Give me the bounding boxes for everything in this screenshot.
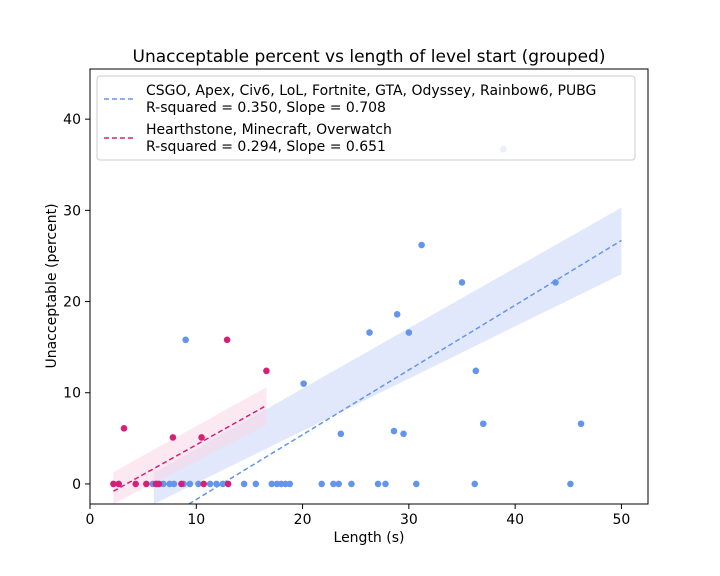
data-point-group-1 <box>252 480 260 488</box>
data-point-group-1 <box>400 430 407 438</box>
data-point-group-1 <box>552 279 559 286</box>
y-tick-label: 20 <box>63 295 81 311</box>
x-tick-label: 40 <box>506 512 524 528</box>
data-point-group-1 <box>195 480 202 488</box>
data-point-group-1 <box>374 480 382 488</box>
legend-label-group-1: CSGO, Apex, Civ6, LoL, Fortnite, GTA, Od… <box>146 83 596 99</box>
regression-lines <box>113 239 622 505</box>
x-tick-label: 20 <box>294 512 312 528</box>
data-point-group-1 <box>366 329 373 336</box>
data-point-group-1 <box>567 480 574 488</box>
y-tick-label: 40 <box>63 112 81 128</box>
data-point-group-1 <box>186 480 194 488</box>
data-point-group-1 <box>418 241 425 249</box>
data-point-group-2 <box>155 480 163 488</box>
data-point-group-1 <box>471 480 479 488</box>
confidence-band-group-2 <box>113 387 267 504</box>
y-tick-label: 30 <box>63 203 81 219</box>
legend-label-group-2: Hearthstone, Minecraft, Overwatch <box>146 122 392 138</box>
data-point-group-1 <box>318 480 326 488</box>
data-point-group-2 <box>115 480 122 488</box>
data-point-group-1 <box>335 480 343 488</box>
data-point-group-1 <box>577 420 585 428</box>
data-point-group-1 <box>458 279 466 286</box>
fit-line-group-1 <box>188 239 622 505</box>
data-point-group-1 <box>479 420 487 428</box>
data-point-group-2 <box>120 425 128 432</box>
data-point-group-1 <box>170 480 178 488</box>
data-point-group-1 <box>382 480 389 488</box>
data-point-group-1 <box>240 480 248 488</box>
legend: CSGO, Apex, Civ6, LoL, Fortnite, GTA, Od… <box>96 75 636 161</box>
legend-box <box>96 75 636 161</box>
data-point-group-2 <box>110 480 117 488</box>
data-point-group-1 <box>472 367 480 375</box>
x-axis-ticks: 0 10 20 30 40 50 <box>86 504 631 528</box>
data-point-group-1 <box>348 480 355 488</box>
data-points <box>110 145 585 488</box>
data-point-group-2 <box>169 434 177 441</box>
data-point-group-2 <box>198 434 205 441</box>
x-axis-label: Length (s) <box>334 530 405 546</box>
legend-stats-group-1: R-squared = 0.350, Slope = 0.708 <box>146 100 386 116</box>
x-tick-label: 30 <box>400 512 418 528</box>
confidence-bands <box>113 207 622 505</box>
y-axis-label: Unacceptable (percent) <box>44 203 60 368</box>
data-point-group-2 <box>178 480 185 488</box>
data-point-group-1 <box>268 480 276 488</box>
data-point-group-1 <box>182 336 189 344</box>
data-point-group-1 <box>390 427 398 435</box>
data-point-group-2 <box>224 480 232 488</box>
data-point-group-1 <box>286 480 294 488</box>
data-point-group-2 <box>223 336 231 344</box>
plot-area-frame <box>89 68 649 505</box>
fit-line-group-2 <box>113 404 267 492</box>
legend-stats-group-2: R-squared = 0.294, Slope = 0.651 <box>146 139 386 155</box>
data-point-group-1 <box>337 430 345 438</box>
chart-title: Unacceptable percent vs length of level … <box>133 47 606 67</box>
data-point-group-1 <box>219 480 227 488</box>
data-point-group-1 <box>206 480 214 488</box>
data-point-group-1 <box>213 480 220 488</box>
y-axis-ticks: 0 10 20 30 40 <box>63 112 90 493</box>
y-tick-label: 10 <box>63 386 81 402</box>
data-point-group-2 <box>263 367 270 375</box>
x-tick-label: 50 <box>613 512 631 528</box>
data-point-group-1 <box>330 480 337 488</box>
data-point-group-1 <box>405 329 413 336</box>
x-tick-label: 10 <box>187 512 205 528</box>
data-point-group-2 <box>132 480 140 488</box>
confidence-band-group-1 <box>153 207 622 505</box>
data-point-group-1 <box>412 480 420 488</box>
data-point-group-1 <box>393 311 401 318</box>
y-tick-label: 0 <box>72 477 81 493</box>
data-point-group-1 <box>300 380 307 387</box>
x-tick-label: 0 <box>86 512 95 528</box>
data-point-group-2 <box>200 480 208 488</box>
data-point-group-2 <box>143 480 150 488</box>
